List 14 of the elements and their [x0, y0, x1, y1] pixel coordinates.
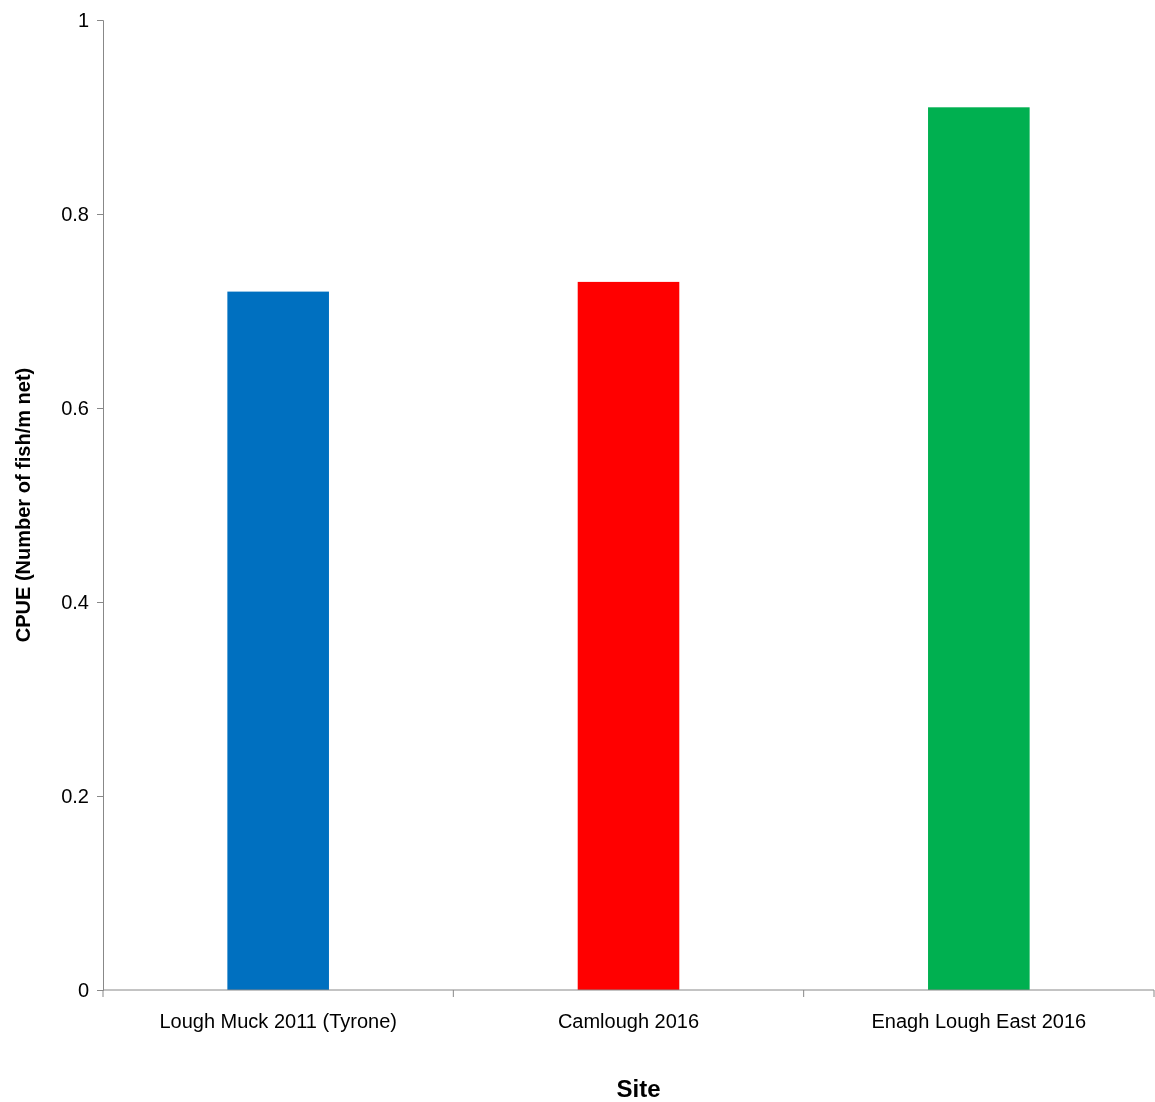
bar — [577, 281, 680, 990]
x-axis-title: Site — [616, 1075, 661, 1102]
bar — [227, 291, 329, 990]
y-tick-label: 0 — [77, 978, 89, 1001]
y-tick-label: 0.4 — [61, 590, 89, 613]
x-tick-label: Lough Muck 2011 (Tyrone) — [159, 1010, 397, 1033]
y-tick-label: 0.2 — [61, 784, 89, 807]
bar — [928, 107, 1030, 990]
y-tick-label: 0.6 — [61, 396, 89, 419]
y-tick-label: 1 — [77, 8, 89, 31]
y-tick-label: 0.8 — [61, 202, 89, 225]
x-tick-label: Enagh Lough East 2016 — [871, 1010, 1087, 1033]
y-axis-title: CPUE (Number of fish/m net) — [12, 367, 34, 643]
x-tick-label: Camlough 2016 — [557, 1010, 700, 1033]
